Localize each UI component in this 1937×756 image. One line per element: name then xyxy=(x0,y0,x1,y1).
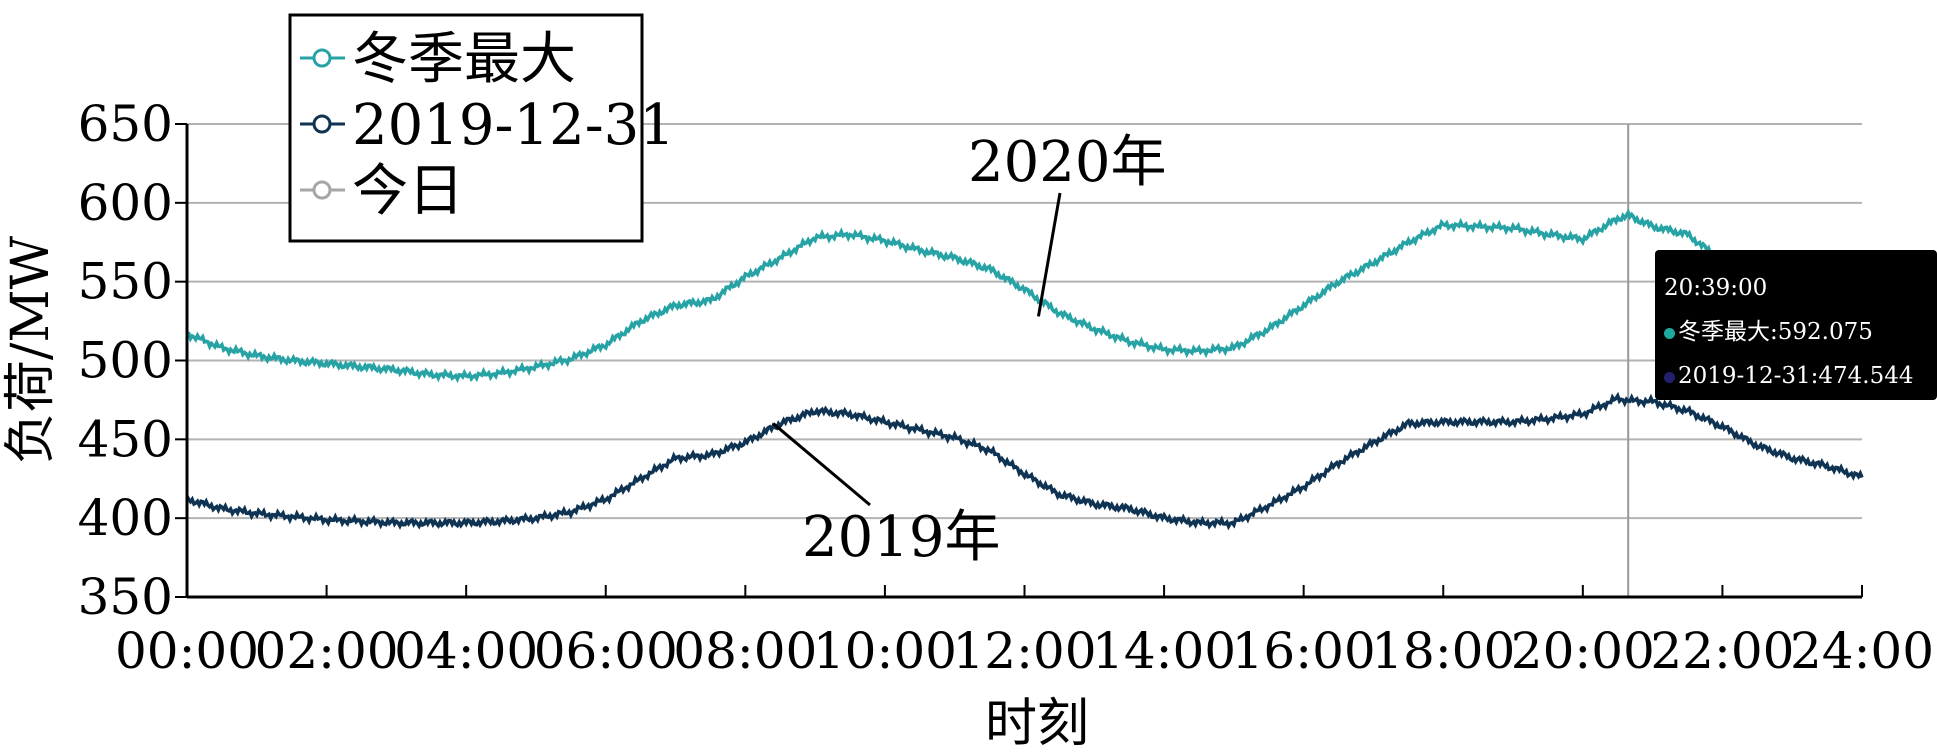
y-tick-label: 500 xyxy=(78,332,173,390)
annotation-leader-2019 xyxy=(772,422,871,507)
annotations: 2020年 2019年 xyxy=(772,130,1167,570)
x-axis-title: 时刻 xyxy=(985,694,1089,754)
y-tick-label: 450 xyxy=(78,410,173,468)
y-tick-label: 600 xyxy=(78,174,173,232)
tooltip-row-winter: 冬季最大:592.075 xyxy=(1664,310,1937,354)
x-tick-label: 16:00 xyxy=(1232,622,1376,680)
y-tick-label: 350 xyxy=(78,568,173,626)
legend-swatch-marker xyxy=(312,180,332,200)
axes xyxy=(175,123,1863,599)
y-tick-labels: 350 400 450 500 550 600 650 xyxy=(78,95,173,626)
tooltip-winter-dot-icon xyxy=(1664,327,1675,339)
tooltip-time: 20:39:00 xyxy=(1664,275,1768,301)
x-tick-label: 02:00 xyxy=(255,622,399,680)
y-tick-label: 400 xyxy=(78,489,173,547)
x-tick-label: 00:00 xyxy=(115,622,259,680)
tooltip-row-2019: 2019-12-31:474.544 xyxy=(1664,354,1937,398)
tooltip-2019-dot-icon xyxy=(1664,371,1675,383)
x-tick-label: 20:00 xyxy=(1511,622,1655,680)
x-tick-label: 06:00 xyxy=(534,622,678,680)
x-tick-labels: 00:0002:0004:0006:0008:0010:0012:0014:00… xyxy=(115,622,1934,680)
y-tick-label: 650 xyxy=(78,95,173,153)
legend-label: 2019-12-31 xyxy=(352,93,675,158)
tooltip-winter-text: 冬季最大:592.075 xyxy=(1678,319,1873,345)
legend-label: 冬季最大 xyxy=(352,27,576,92)
x-tick-label: 04:00 xyxy=(394,622,538,680)
series-line-0 xyxy=(186,208,1714,384)
y-tick-label: 550 xyxy=(78,253,173,311)
x-tick-label: 22:00 xyxy=(1650,622,1794,680)
legend-swatch-marker xyxy=(312,114,332,134)
annotation-label-2020: 2020年 xyxy=(968,130,1167,195)
x-tick-label: 18:00 xyxy=(1371,622,1515,680)
x-tick-label: 12:00 xyxy=(952,622,1096,680)
legend-label: 今日 xyxy=(352,159,464,224)
series-line-1 xyxy=(185,391,1864,531)
y-axis-title: 负荷/MW xyxy=(1,235,61,464)
tooltip-2019-text: 2019-12-31:474.544 xyxy=(1678,363,1914,389)
tooltip: 20:39:00 冬季最大:592.075 2019-12-31:474.544 xyxy=(1655,250,1937,400)
legend-swatch-marker xyxy=(312,48,332,68)
x-tick-label: 14:00 xyxy=(1092,622,1236,680)
annotation-leader-2020 xyxy=(1036,192,1062,317)
x-tick-label: 24:00 xyxy=(1790,622,1934,680)
annotation-label-2019: 2019年 xyxy=(802,505,1001,570)
x-tick-label: 08:00 xyxy=(673,622,817,680)
x-tick-label: 10:00 xyxy=(813,622,957,680)
series-layer xyxy=(185,208,1864,531)
legend-box xyxy=(288,13,644,243)
